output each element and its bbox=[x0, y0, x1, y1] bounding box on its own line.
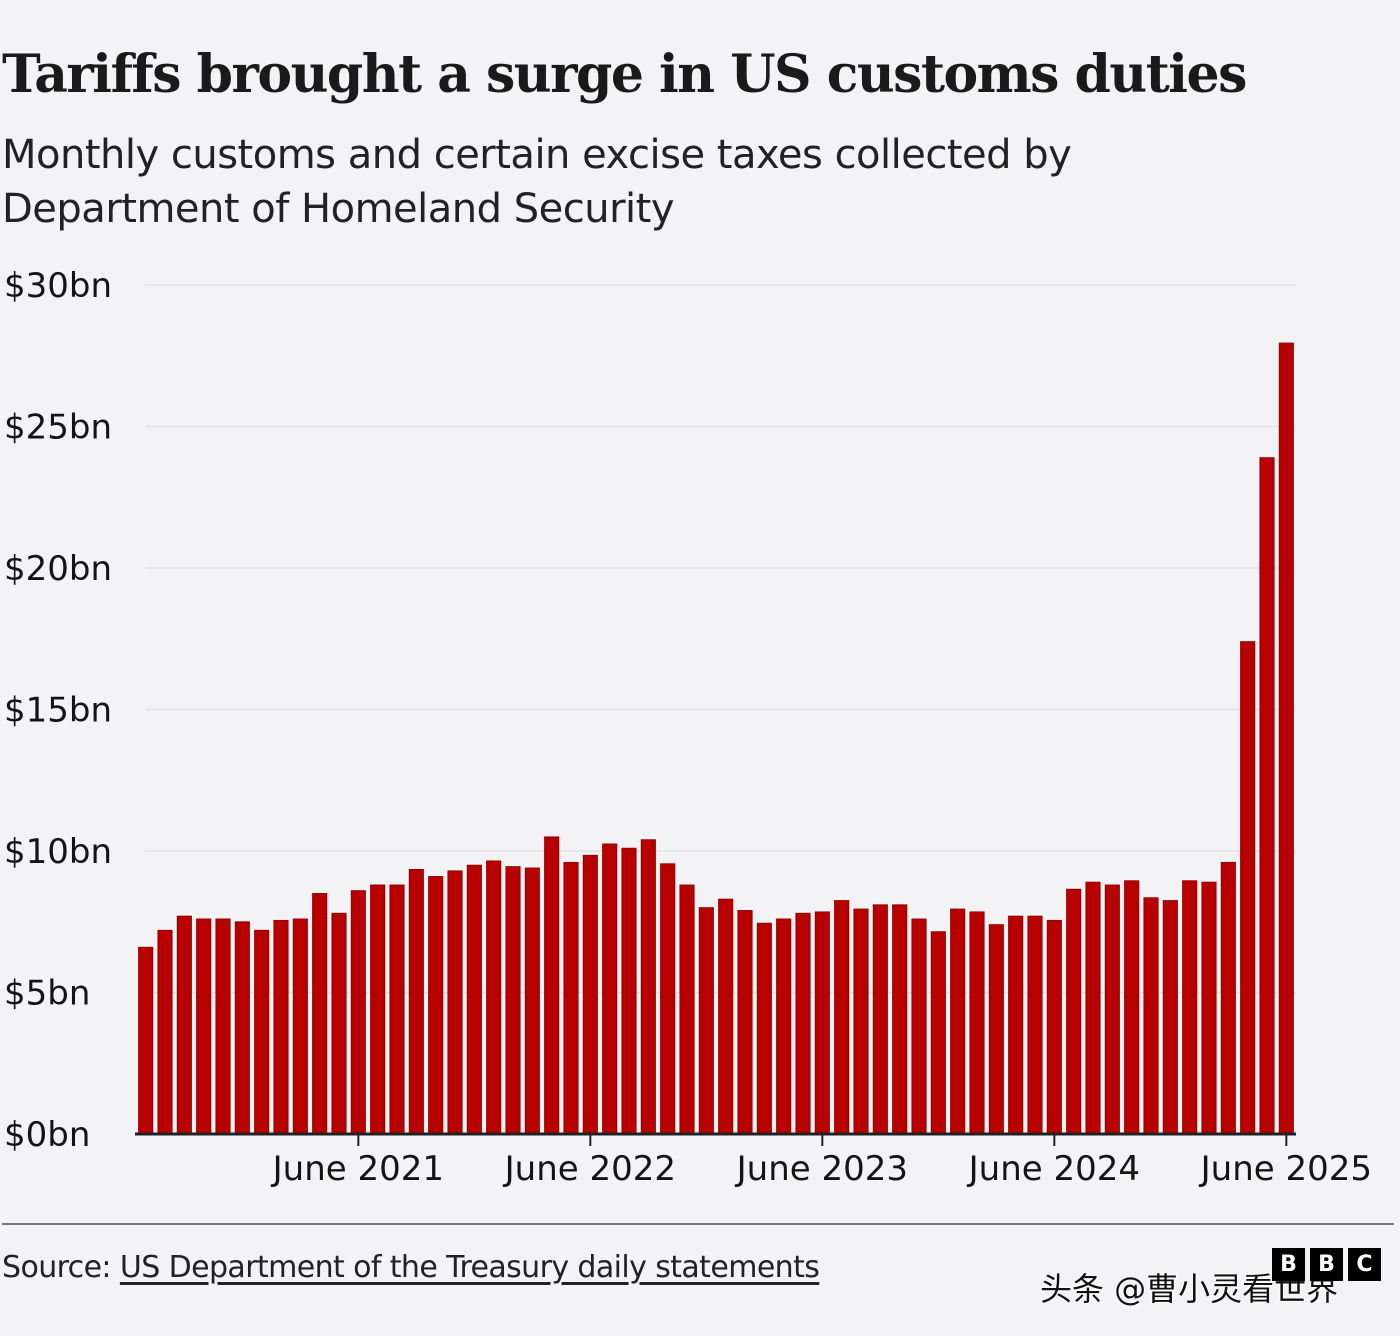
y-tick-label: $5bn bbox=[4, 974, 90, 1014]
bar bbox=[776, 918, 792, 1135]
bar bbox=[370, 884, 386, 1135]
bar bbox=[273, 919, 289, 1135]
bar bbox=[1240, 641, 1256, 1135]
bar bbox=[486, 860, 502, 1135]
bar bbox=[1124, 880, 1140, 1135]
bar bbox=[1162, 900, 1178, 1135]
bar bbox=[640, 839, 656, 1135]
chart-title: Tariffs brought a surge in US customs du… bbox=[2, 44, 1247, 105]
bar bbox=[331, 912, 347, 1135]
bar bbox=[234, 921, 250, 1135]
y-tick-label: $0bn bbox=[4, 1115, 90, 1155]
bar bbox=[1104, 884, 1120, 1135]
x-axis: June 2021 June 2022 June 2023 June 2024 June… bbox=[135, 1132, 1372, 1189]
bbc-logo: B B C bbox=[1272, 1248, 1381, 1281]
y-tick-label: $20bn bbox=[4, 549, 112, 589]
bar bbox=[215, 918, 231, 1135]
logo-letter: C bbox=[1348, 1248, 1381, 1281]
bar bbox=[1220, 861, 1236, 1135]
y-tick-label: $25bn bbox=[4, 408, 112, 448]
bar bbox=[138, 946, 154, 1135]
bar bbox=[350, 890, 366, 1135]
y-tick-label: $15bn bbox=[4, 691, 112, 731]
bar bbox=[853, 908, 869, 1135]
x-tick-label: June 2022 bbox=[503, 1149, 676, 1189]
bar bbox=[911, 918, 927, 1135]
source-line: Source: US Department of the Treasury da… bbox=[2, 1250, 820, 1285]
bar bbox=[756, 922, 772, 1135]
bar bbox=[1143, 897, 1159, 1135]
bar bbox=[795, 912, 811, 1135]
bar bbox=[737, 910, 753, 1135]
gridlines bbox=[145, 284, 1296, 994]
y-tick-label: $10bn bbox=[4, 832, 112, 872]
x-tick-label: June 2023 bbox=[735, 1149, 908, 1189]
bar bbox=[834, 900, 850, 1135]
chart-subtitle: Monthly customs and certain excise taxes… bbox=[2, 132, 1072, 232]
bar bbox=[312, 893, 328, 1135]
bar bbox=[621, 847, 637, 1135]
bar bbox=[950, 908, 966, 1135]
bar bbox=[814, 911, 830, 1135]
bar bbox=[157, 929, 173, 1135]
bar bbox=[466, 864, 482, 1135]
bar bbox=[582, 854, 598, 1135]
bar bbox=[602, 843, 618, 1135]
bar bbox=[679, 884, 695, 1135]
bar bbox=[892, 904, 908, 1135]
bar bbox=[428, 876, 444, 1135]
bar bbox=[872, 904, 888, 1135]
source-link[interactable]: US Department of the Treasury daily stat… bbox=[119, 1250, 820, 1285]
bar bbox=[1201, 881, 1217, 1135]
bar bbox=[408, 868, 424, 1135]
y-axis-labels: $0bn $5bn $10bn $15bn $20bn $25bn $30bn bbox=[4, 266, 112, 1155]
bar bbox=[505, 866, 521, 1135]
bar bbox=[969, 911, 985, 1135]
bar bbox=[292, 918, 308, 1135]
bar bbox=[447, 870, 463, 1135]
logo-letter: B bbox=[1310, 1248, 1343, 1281]
x-tick-label: June 2025 bbox=[1199, 1149, 1372, 1189]
x-tick-label: June 2024 bbox=[967, 1149, 1140, 1189]
bar bbox=[524, 867, 540, 1135]
bar bbox=[1066, 888, 1082, 1135]
x-tick-label: June 2021 bbox=[271, 1149, 444, 1189]
bar bbox=[660, 863, 676, 1135]
bar bbox=[544, 836, 560, 1135]
bar bbox=[176, 915, 192, 1135]
bars bbox=[138, 342, 1294, 1135]
bar bbox=[1008, 915, 1024, 1135]
bar bbox=[698, 907, 714, 1135]
bar bbox=[988, 924, 1004, 1135]
bar bbox=[1278, 342, 1294, 1135]
bar bbox=[1182, 880, 1198, 1135]
bar bbox=[254, 929, 270, 1135]
bar-chart: $0bn $5bn $10bn $15bn $20bn $25bn $30bn June 2… bbox=[4, 266, 1372, 1189]
source-prefix: Source: bbox=[2, 1250, 120, 1285]
y-tick-label: $30bn bbox=[4, 266, 112, 306]
bar bbox=[563, 861, 579, 1135]
bar bbox=[930, 931, 946, 1135]
footer-divider bbox=[2, 1223, 1394, 1225]
bar bbox=[389, 884, 405, 1135]
bar bbox=[196, 918, 212, 1135]
bar bbox=[1085, 881, 1101, 1135]
logo-letter: B bbox=[1272, 1248, 1305, 1281]
bar bbox=[1259, 457, 1275, 1135]
bar bbox=[1046, 919, 1062, 1135]
bar bbox=[1027, 915, 1043, 1135]
bar bbox=[718, 898, 734, 1135]
